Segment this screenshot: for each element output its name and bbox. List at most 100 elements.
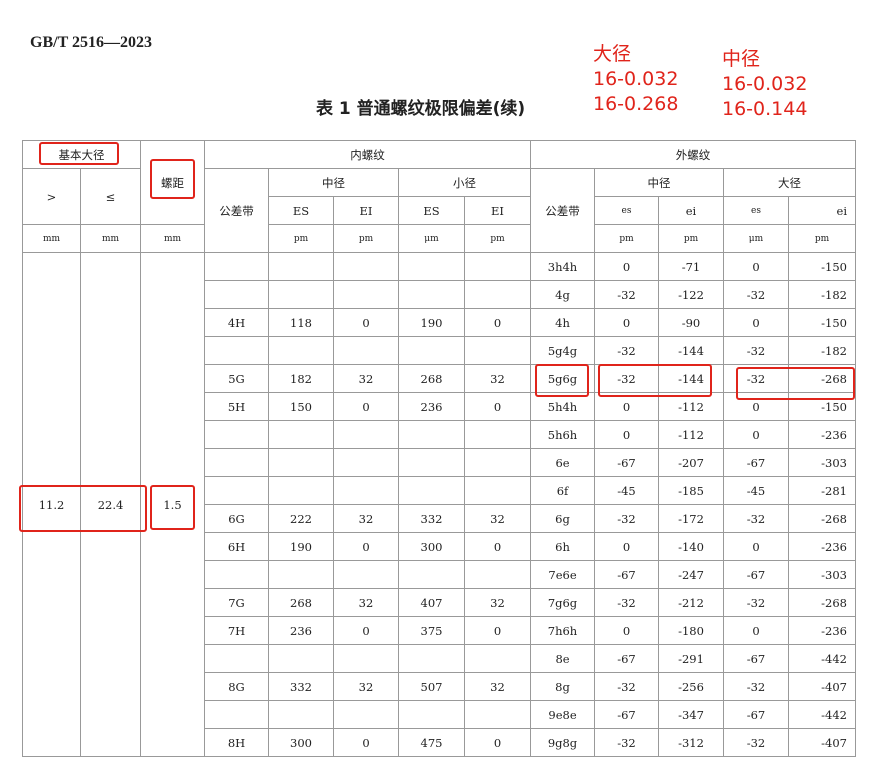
internal-pitch-ei: 0	[333, 616, 399, 645]
internal-tolerance-zone	[204, 420, 269, 449]
header-es-lower: es	[594, 196, 659, 225]
header-ei: EI	[333, 196, 399, 225]
internal-minor-ei: 0	[464, 616, 531, 645]
internal-tolerance-zone	[204, 448, 269, 477]
external-tolerance-zone: 8e	[530, 644, 595, 673]
external-tolerance-zone: 3h4h	[530, 252, 595, 281]
internal-minor-es: 407	[398, 588, 465, 617]
internal-pitch-es	[268, 448, 334, 477]
external-tolerance-zone: 8g	[530, 672, 595, 701]
external-pitch-es: -67	[594, 560, 659, 589]
internal-tolerance-zone: 8H	[204, 728, 269, 757]
table-row: 11.2 22.4 1.5 3h4h 0 -71 0 -150	[22, 252, 856, 757]
internal-tolerance-zone	[204, 252, 269, 281]
internal-minor-es: 300	[398, 532, 465, 561]
internal-pitch-es	[268, 252, 334, 281]
external-major-ei: -150	[788, 252, 856, 281]
table-row: 6H 190 0 300 0 6h 0 -140 0 -236	[23, 532, 856, 561]
internal-minor-es: 507	[398, 672, 465, 701]
internal-pitch-ei: 32	[333, 672, 399, 701]
internal-minor-ei	[464, 252, 531, 281]
external-pitch-es: -32	[594, 336, 659, 365]
internal-minor-es	[398, 336, 465, 365]
highlight-basic-diameter	[39, 142, 119, 165]
header-internal-minor-dia: 小径	[398, 168, 531, 197]
internal-tolerance-zone: 8G	[204, 672, 269, 701]
highlight-major-dia-values	[736, 367, 855, 400]
internal-tolerance-zone	[204, 336, 269, 365]
unit: μm	[398, 224, 465, 253]
table-row: 4g -32 -122 -32 -182	[23, 280, 856, 309]
external-major-es: 0	[723, 252, 789, 281]
external-pitch-ei: -207	[658, 448, 724, 477]
internal-minor-ei	[464, 560, 531, 589]
internal-minor-ei: 0	[464, 392, 531, 421]
unit: mm	[140, 224, 205, 253]
annotation-pitch-diameter: 中径 16-0.032 16-0.144	[722, 47, 807, 122]
external-major-es: -32	[723, 504, 789, 533]
external-pitch-ei: -256	[658, 672, 724, 701]
internal-minor-ei	[464, 476, 531, 505]
internal-tolerance-zone: 7G	[204, 588, 269, 617]
external-major-es: -32	[723, 336, 789, 365]
external-pitch-ei: -140	[658, 532, 724, 561]
internal-minor-es	[398, 448, 465, 477]
internal-pitch-ei: 32	[333, 588, 399, 617]
external-pitch-ei: -144	[658, 364, 724, 393]
external-major-ei: -236	[788, 420, 856, 449]
external-major-es: 0	[723, 616, 789, 645]
internal-minor-ei	[464, 336, 531, 365]
internal-pitch-ei: 0	[333, 308, 399, 337]
internal-tolerance-zone: 7H	[204, 616, 269, 645]
internal-pitch-es: 118	[268, 308, 334, 337]
header-ei-lower: ei	[788, 196, 856, 225]
external-pitch-es: -67	[594, 448, 659, 477]
external-pitch-es: -45	[594, 476, 659, 505]
internal-pitch-es	[268, 644, 334, 673]
external-pitch-ei: -172	[658, 504, 724, 533]
unit: μm	[723, 224, 789, 253]
thread-deviation-table: 基本大径 螺距 内螺纹 外螺纹 > ≤ 公差带 中径 小径 公差带 中径 大径 …	[22, 140, 856, 757]
annotation-major-diameter: 大径 16-0.032 16-0.268	[593, 42, 678, 117]
annotation-heading: 中径	[722, 48, 761, 70]
annotation-line: 16-0.032	[722, 73, 808, 95]
internal-minor-ei	[464, 644, 531, 673]
header-es-lower: es	[723, 196, 789, 225]
header-internal-tolerance-zone: 公差带	[204, 168, 269, 253]
table-row: 9e8e -67 -347 -67 -442	[23, 700, 856, 729]
unit: pm	[333, 224, 399, 253]
annotation-line: 16-0.268	[593, 93, 679, 115]
external-pitch-ei: -180	[658, 616, 724, 645]
header-internal-thread: 内螺纹	[204, 140, 531, 169]
header-internal-pitch-dia: 中径	[268, 168, 399, 197]
external-tolerance-zone: 6e	[530, 448, 595, 477]
internal-pitch-ei: 0	[333, 728, 399, 757]
external-pitch-es: -67	[594, 700, 659, 729]
unit: pm	[594, 224, 659, 253]
external-pitch-ei: -144	[658, 336, 724, 365]
external-tolerance-zone: 5h6h	[530, 420, 595, 449]
external-major-es: -45	[723, 476, 789, 505]
header-le: ≤	[80, 168, 141, 225]
external-tolerance-zone: 6g	[530, 504, 595, 533]
external-major-ei: -268	[788, 588, 856, 617]
internal-tolerance-zone	[204, 560, 269, 589]
external-major-ei: -236	[788, 532, 856, 561]
external-major-es: -67	[723, 448, 789, 477]
unit: mm	[80, 224, 141, 253]
unit: pm	[658, 224, 724, 253]
header-external-pitch-dia: 中径	[594, 168, 724, 197]
external-pitch-es: 0	[594, 308, 659, 337]
annotation-line: 16-0.032	[593, 68, 679, 90]
external-major-ei: -442	[788, 644, 856, 673]
internal-pitch-ei	[333, 336, 399, 365]
external-major-ei: -407	[788, 672, 856, 701]
external-major-es: 0	[723, 392, 789, 421]
internal-minor-es	[398, 560, 465, 589]
external-tolerance-zone: 5g4g	[530, 336, 595, 365]
external-major-ei: -281	[788, 476, 856, 505]
header-es: ES	[268, 196, 334, 225]
external-tolerance-zone: 6h	[530, 532, 595, 561]
internal-minor-es	[398, 644, 465, 673]
external-major-es: -32	[723, 588, 789, 617]
